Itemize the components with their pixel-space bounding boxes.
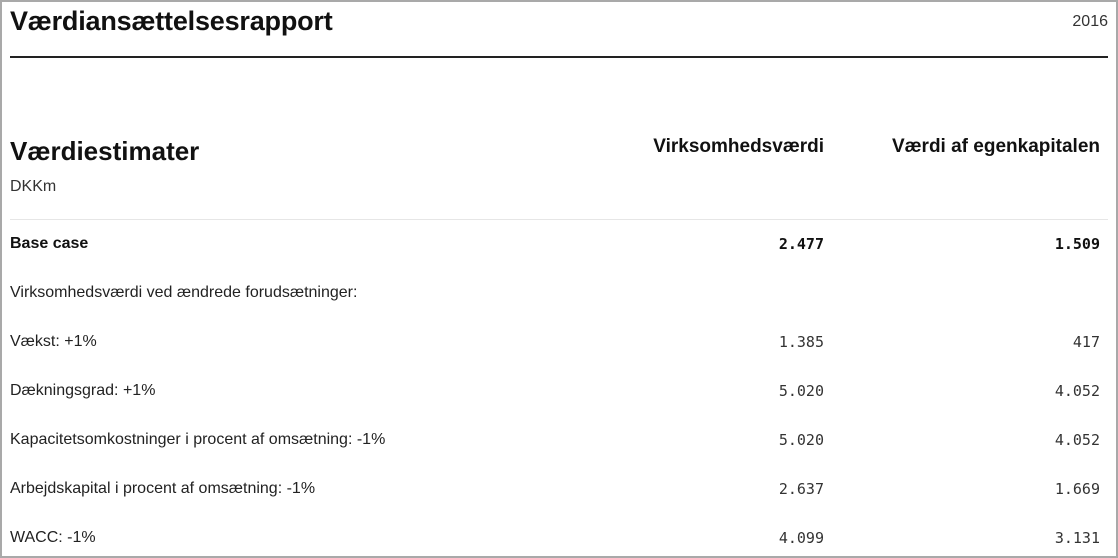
equity-value-cell: 1.509 [1054,235,1100,253]
table-row-capacity-costs: Kapacitetsomkostninger i procent af omsæ… [10,431,1100,455]
table-row-subheading: Virksomhedsværdi ved ændrede forudsætnin… [10,284,1100,308]
column-header-enterprise-value: Virksomhedsværdi [653,136,824,157]
row-label: Base case [10,235,89,252]
table-row-coverage-ratio: Dækningsgrad: +1% 5.020 4.052 [10,382,1100,406]
row-label: Arbejdskapital i procent af omsætning: -… [10,480,316,497]
row-label: Kapacitetsomkostninger i procent af omsæ… [10,431,386,448]
enterprise-value-cell: 1.385 [778,333,824,351]
row-label: Virksomhedsværdi ved ændrede forudsætnin… [10,284,358,301]
equity-value-cell: 417 [1072,333,1100,351]
equity-value-cell: 4.052 [1054,431,1100,449]
table-row-growth: Vækst: +1% 1.385 417 [10,333,1100,357]
column-header-equity-value: Værdi af egenkapitalen [891,136,1100,157]
section-unit: DKKm [10,178,57,195]
row-label: Vækst: +1% [10,333,97,350]
enterprise-value-cell: 2.477 [778,235,824,253]
table-row-working-capital: Arbejdskapital i procent af omsætning: -… [10,480,1100,504]
equity-value-cell: 3.131 [1054,529,1100,547]
section-title: Værdiestimater [10,136,200,166]
row-label: Dækningsgrad: +1% [10,382,156,399]
report-title: Værdiansættelsesrapport [10,6,333,36]
table-row-wacc: WACC: -1% 4.099 3.131 [10,529,1100,553]
enterprise-value-cell: 5.020 [778,431,824,449]
equity-value-cell: 1.669 [1054,480,1100,498]
enterprise-value-cell: 4.099 [778,529,824,547]
enterprise-value-cell: 5.020 [778,382,824,400]
row-label: WACC: -1% [10,529,96,546]
title-divider [10,56,1108,58]
header-divider [10,219,1108,220]
report-year: 2016 [1072,13,1108,30]
table-row-base-case: Base case 2.477 1.509 [10,235,1100,259]
enterprise-value-cell: 2.637 [778,480,824,498]
equity-value-cell: 4.052 [1054,382,1100,400]
